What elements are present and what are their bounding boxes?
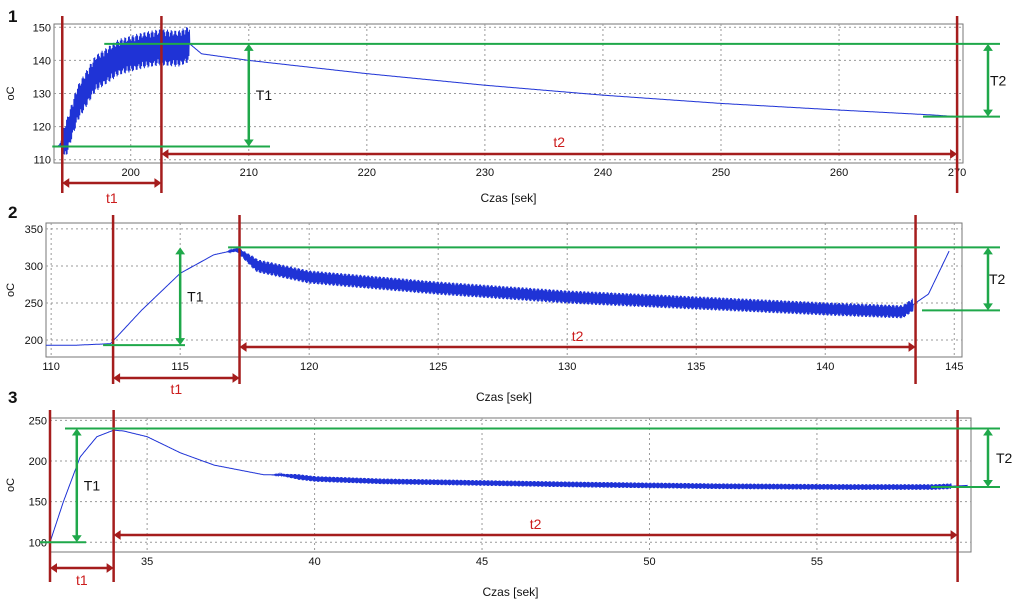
x-tick-label: 230	[476, 167, 494, 179]
T2-arrow-head-down	[983, 480, 993, 488]
T1-label: T1	[187, 288, 204, 304]
t2-label: t2	[572, 328, 584, 344]
y-axis-label: oC	[5, 86, 17, 100]
x-tick-label: 35	[141, 556, 153, 568]
panel-number: 3	[8, 388, 17, 407]
y-tick-label: 150	[29, 497, 47, 509]
x-tick-label: 200	[122, 167, 140, 179]
T1-arrow-head-up	[243, 43, 254, 51]
T1-arrow-head-down	[175, 338, 186, 346]
x-tick-label: 250	[712, 167, 730, 179]
x-tick-label: 125	[429, 361, 447, 373]
t2-arrow-head-left	[113, 530, 121, 540]
x-tick-label: 40	[308, 556, 320, 568]
y-tick-label: 150	[33, 22, 51, 34]
t1-label: t1	[106, 190, 118, 206]
chart-panel-3: 3 35 40 45 50 55 100 150 200 250 Czas [sek] oC T1 T2 t…	[5, 388, 1013, 599]
x-tick-label: 220	[358, 167, 376, 179]
y-tick-label: 250	[29, 415, 47, 427]
T1-arrow-head-down	[243, 139, 254, 147]
t2-label: t2	[553, 134, 565, 150]
x-tick-label: 260	[830, 167, 848, 179]
y-tick-label: 110	[33, 155, 51, 167]
T2-arrow-head-up	[983, 247, 993, 255]
x-tick-label: 115	[171, 361, 189, 373]
T2-arrow-head-down	[983, 303, 993, 311]
T1-label: T1	[256, 87, 273, 103]
x-tick-label: 135	[687, 361, 705, 373]
y-tick-label: 130	[33, 89, 51, 101]
y-tick-label: 100	[29, 537, 47, 549]
t2-arrow-head-right	[950, 149, 958, 159]
t1-arrow-head-right	[106, 563, 114, 573]
y-axis-label: oC	[5, 478, 17, 492]
x-tick-label: 145	[945, 361, 963, 373]
T2-arrow-head-up	[983, 43, 993, 51]
x-tick-label: 45	[476, 556, 488, 568]
chart-panel-1: 1200210220230240250260270110120130140150…	[5, 7, 1007, 206]
signal-trace	[57, 27, 958, 155]
signal-trace	[49, 429, 968, 543]
y-tick-label: 140	[33, 55, 51, 67]
T2-label: T2	[996, 450, 1013, 466]
t1-arrow-head-left	[50, 563, 57, 573]
T2-arrow-head-down	[983, 109, 993, 117]
T2-arrow-head-up	[983, 428, 993, 436]
signal-trace	[46, 247, 950, 346]
y-tick-label: 200	[25, 335, 43, 347]
x-tick-label: 240	[594, 167, 612, 179]
y-tick-label: 200	[29, 456, 47, 468]
T1-label: T1	[84, 477, 101, 493]
x-tick-label: 130	[558, 361, 576, 373]
y-axis-label: oC	[5, 283, 17, 297]
panel-number: 1	[8, 7, 17, 26]
T1-arrow-head-down	[71, 535, 82, 543]
T2-label: T2	[990, 72, 1007, 88]
t1-arrow-head-left	[62, 178, 70, 188]
x-tick-label: 55	[811, 556, 823, 568]
y-tick-label: 250	[25, 298, 43, 310]
y-tick-label: 350	[25, 224, 43, 236]
T1-arrow-head-up	[175, 247, 186, 255]
T1-arrow-head-up	[71, 428, 82, 436]
y-tick-label: 300	[25, 261, 43, 273]
t2-arrow-head-left	[161, 149, 169, 159]
t2-arrow-head-right	[908, 342, 916, 352]
t2-arrow-head-left	[239, 342, 247, 352]
x-tick-label: 50	[643, 556, 655, 568]
t1-arrow-head-right	[154, 178, 162, 188]
x-tick-label: 120	[300, 361, 318, 373]
x-axis-label: Czas [sek]	[480, 191, 536, 205]
x-tick-label: 210	[240, 167, 258, 179]
y-tick-label: 120	[33, 122, 51, 134]
t2-arrow-head-right	[950, 530, 958, 540]
x-tick-label: 140	[816, 361, 834, 373]
x-tick-label: 110	[42, 361, 60, 373]
t1-arrow-head-left	[113, 373, 121, 383]
x-axis-label: Czas [sek]	[476, 390, 532, 404]
t1-label: t1	[170, 381, 182, 397]
x-axis-label: Czas [sek]	[482, 585, 538, 599]
t1-arrow-head-right	[232, 373, 240, 383]
t2-label: t2	[530, 516, 542, 532]
t1-label: t1	[76, 572, 88, 588]
chart-panel-2: 2 110 115 120 125 130 135 140 145 200 250 300 350 Cza…	[5, 203, 1006, 404]
panel-number: 2	[8, 203, 17, 222]
T2-label: T2	[989, 271, 1006, 287]
